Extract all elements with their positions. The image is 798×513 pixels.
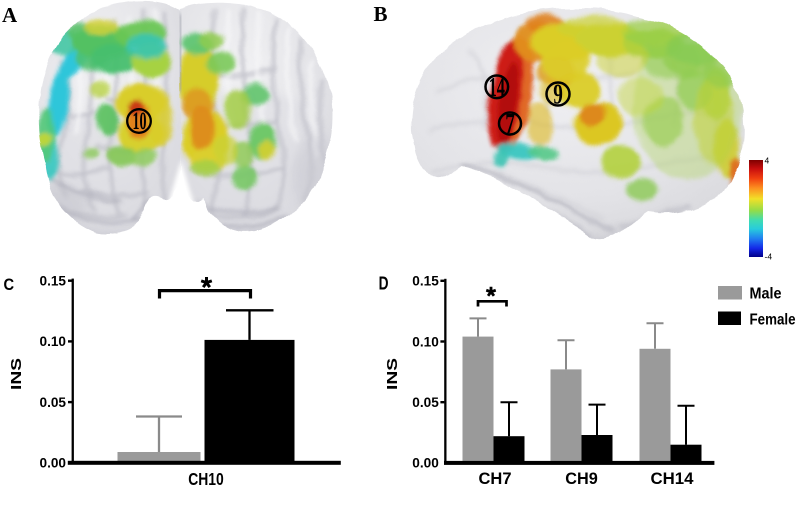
svg-text:0.05: 0.05 <box>40 394 67 410</box>
svg-text:Male: Male <box>750 286 782 303</box>
svg-text:0.00: 0.00 <box>40 455 67 471</box>
svg-text:CH7: CH7 <box>479 470 512 488</box>
svg-text:-4: -4 <box>765 252 773 262</box>
svg-text:0.15: 0.15 <box>40 273 67 289</box>
svg-text:C: C <box>4 275 15 294</box>
svg-text:B: B <box>374 2 388 26</box>
svg-text:0.10: 0.10 <box>40 333 67 349</box>
svg-text:4: 4 <box>765 156 770 166</box>
svg-text:CH10: CH10 <box>188 469 224 489</box>
svg-text:0.15: 0.15 <box>412 273 439 289</box>
svg-text:INS: INS <box>8 358 25 390</box>
svg-text:7: 7 <box>505 108 515 140</box>
svg-text:INS: INS <box>384 358 401 390</box>
svg-text:D: D <box>379 273 389 294</box>
svg-text:0.00: 0.00 <box>412 455 439 471</box>
svg-text:CH9: CH9 <box>565 470 598 488</box>
svg-text:10: 10 <box>133 108 147 135</box>
svg-text:Female: Female <box>750 312 796 329</box>
svg-text:0.05: 0.05 <box>412 394 439 410</box>
svg-text:0.10: 0.10 <box>412 333 439 349</box>
svg-text:A: A <box>2 3 18 27</box>
svg-text:14: 14 <box>489 72 505 102</box>
svg-text:9: 9 <box>553 79 563 111</box>
svg-text:CH14: CH14 <box>651 470 695 488</box>
